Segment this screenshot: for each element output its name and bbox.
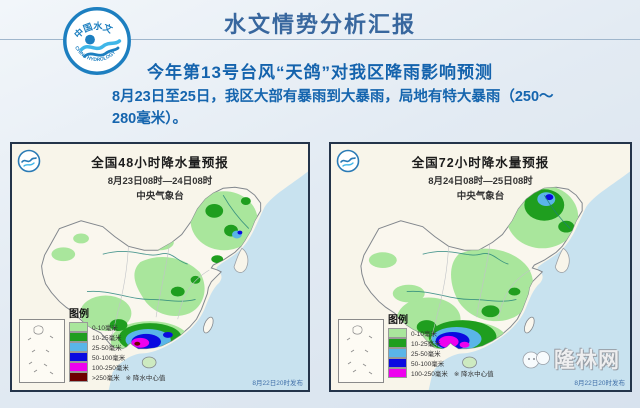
legend-row: 10-25毫米 [69, 331, 165, 342]
legend-label: 50-100毫米 [92, 354, 126, 362]
legend-title: 图例 [388, 315, 408, 326]
watermark-text: 隆林网 [554, 349, 620, 372]
map-72h-header: 全国72小时降水量预报 8月24日08时—25日08时 中央气象台 [331, 152, 630, 202]
legend-swatch [388, 367, 407, 378]
korea-peninsula [233, 247, 249, 273]
legend-label: 50-100毫米 [411, 360, 445, 368]
legend-row: >250毫米 ※ 降水中心值 [69, 371, 166, 382]
legend-label: 100-250毫米 [411, 370, 448, 378]
legend-label: 0-10毫米 [411, 330, 438, 338]
logo-wave [79, 39, 122, 52]
map-period: 8月24日08时—25日08时 [428, 176, 533, 187]
legend-row: 25-50毫米 [388, 347, 494, 358]
cma-logo-icon [17, 149, 41, 173]
legend-72h: 图例 0-10毫米 10-25毫米 25-50毫米 50-100毫米 100-2… [388, 311, 494, 378]
map-48h [41, 171, 308, 390]
map-72h [360, 171, 630, 390]
logo-wave2 [83, 46, 120, 58]
korea-peninsula [554, 247, 570, 273]
watermark: 隆林网 [521, 344, 620, 374]
legend-row: 50-100毫米 [69, 351, 165, 362]
map-title: 全国48小时降水量预报 [91, 156, 229, 170]
report-body: 8月23日至25日，我区大部有暴雨到大暴雨，局地有特大暴雨（250～280毫米）… [112, 89, 554, 128]
legend-label: 0-10毫米 [92, 324, 119, 332]
issued-stamp: 8月22日20时发布 [252, 380, 303, 387]
south-china-sea-inset [338, 319, 384, 383]
report-headline: 今年第13号台风“天鸽”对我区降雨影响预测 [147, 63, 493, 82]
issued-stamp: 8月22日20时发布 [574, 380, 625, 387]
legend-note: ※ 降水中心值 [453, 370, 494, 378]
legend-label: 25-50毫米 [411, 350, 441, 358]
taiwan-island [203, 316, 214, 334]
map-72h-panel: 全国72小时降水量预报 8月24日08时—25日08时 中央气象台 图例 [329, 142, 632, 392]
legend-row: 100-250毫米 [69, 361, 165, 372]
map-agency: 中央气象台 [136, 191, 184, 202]
legend-swatch [69, 361, 88, 372]
map-agency: 中央气象台 [456, 191, 505, 202]
legend-label: 10-25毫米 [411, 340, 441, 348]
legend-row: 0-10毫米 [388, 327, 494, 338]
legend-swatch [388, 357, 407, 368]
legend-48h: 图例 0-10毫米 10-25毫米 25-50毫米 50-100毫米 100-2… [69, 305, 165, 382]
sea [108, 171, 308, 390]
legend-swatch [69, 331, 88, 342]
legend-label: 100-250毫米 [92, 364, 129, 372]
legend-row: 50-100毫米 [388, 357, 494, 368]
logo-figure [85, 34, 95, 45]
legend-swatch [69, 341, 88, 352]
map-title: 全国72小时降水量预报 [411, 156, 550, 170]
header-divider [0, 39, 640, 40]
hainan-island [141, 356, 157, 369]
legend-label: 10-25毫米 [92, 334, 122, 342]
map-48h-panel: 全国48小时降水量预报 8月23日08时—24日08时 中央气象台 图例 [10, 142, 310, 392]
sea [428, 171, 630, 390]
china-hydrology-logo: 中国水文 CHINA HYDROLOGY [63, 7, 131, 75]
legend-swatch [69, 371, 88, 382]
cma-logo-icon [336, 149, 360, 173]
legend-row: 0-10毫米 [69, 321, 165, 332]
legend-swatch [69, 321, 88, 332]
page-title: 水文情势分析汇报 [223, 12, 416, 37]
map-period: 8月23日08时—24日08时 [107, 176, 213, 187]
precip-72h [368, 187, 579, 349]
legend-swatch [388, 327, 407, 338]
legend-swatch [69, 351, 88, 362]
legend-row: 25-50毫米 [69, 341, 165, 352]
legend-swatch [388, 347, 407, 358]
south-china-sea-inset [19, 319, 65, 383]
legend-label: 25-50毫米 [92, 344, 122, 352]
legend-row: 100-250毫米 ※ 降水中心值 [388, 367, 494, 378]
legend-swatch [388, 337, 407, 348]
legend-note: ※ 降水中心值 [125, 374, 166, 382]
taiwan-island [524, 316, 535, 334]
legend-title: 图例 [69, 309, 89, 320]
map-48h-header: 全国48小时降水量预报 8月23日08时—24日08时 中央气象台 [12, 152, 308, 202]
legend-label: >250毫米 [92, 374, 120, 382]
legend-row: 10-25毫米 [388, 337, 494, 348]
hainan-island [462, 356, 477, 369]
mascot-icon [522, 351, 550, 369]
